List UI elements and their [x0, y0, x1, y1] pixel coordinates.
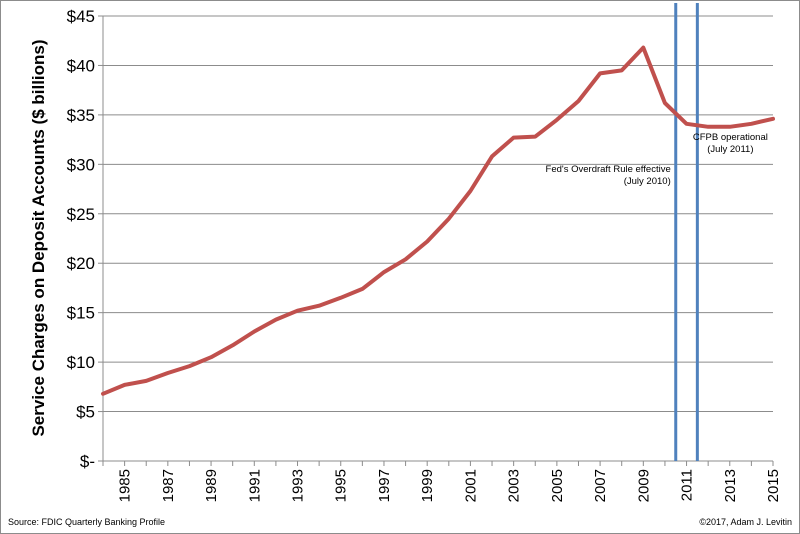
reference-lines: Fed's Overdraft Rule effective(July 2010… — [546, 3, 768, 461]
source-note: Source: FDIC Quarterly Banking Profile — [8, 517, 165, 527]
x-tick-label: 2001 — [462, 469, 479, 502]
gridlines — [103, 15, 773, 413]
reference-line-label: CFPB operational — [693, 132, 768, 143]
reference-line-label: (July 2011) — [707, 144, 753, 155]
y-tick-label: $40 — [67, 56, 95, 75]
x-tick-label: 1993 — [290, 469, 307, 502]
axes — [98, 15, 774, 466]
x-tick-label: 1987 — [160, 469, 177, 502]
reference-line-label: (July 2010) — [624, 176, 671, 187]
y-tick-label: $20 — [67, 254, 95, 273]
x-tick-label: 2015 — [765, 469, 782, 502]
y-tick-label: $10 — [67, 353, 95, 372]
y-tick-labels: $- $5 $10 $15 $20 $25 $30 $35 $40 $45 — [67, 7, 95, 471]
y-tick-label: $5 — [76, 403, 95, 422]
x-tick-label: 2005 — [549, 469, 566, 502]
y-tick-label: $25 — [67, 205, 95, 224]
x-tick-label: 1999 — [419, 469, 436, 502]
reference-line-label: Fed's Overdraft Rule effective — [546, 164, 671, 175]
x-tick-label: 2009 — [635, 469, 652, 502]
x-tick-label: 2003 — [506, 469, 523, 502]
y-tick-label: $15 — [67, 304, 95, 323]
y-tick-label: $- — [80, 452, 95, 471]
x-tick-label: 1997 — [376, 469, 393, 502]
series-layer — [101, 45, 775, 396]
x-tick-labels: 1985 1987 1989 1991 1993 1995 1997 1999 2001 2003… — [117, 469, 782, 502]
series-line — [101, 45, 775, 396]
x-tick-label: 2013 — [722, 469, 739, 502]
copyright-note: ©2017, Adam J. Levitin — [699, 517, 792, 527]
y-tick-label: $45 — [67, 7, 95, 26]
y-tick-label: $30 — [67, 155, 95, 174]
x-tick-label: 1991 — [246, 469, 263, 502]
x-tick-label: 1985 — [117, 469, 134, 502]
y-axis-title: Service Charges on Deposit Accounts ($ b… — [29, 39, 48, 436]
x-tick-label: 1995 — [333, 469, 350, 502]
y-tick-label: $35 — [67, 106, 95, 125]
x-tick-label: 2007 — [592, 469, 609, 502]
x-tick-label: 1989 — [203, 469, 220, 502]
x-tick-label: 2011 — [679, 469, 696, 501]
